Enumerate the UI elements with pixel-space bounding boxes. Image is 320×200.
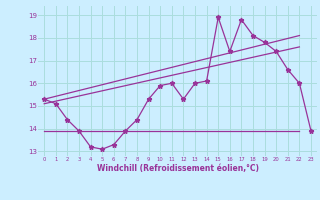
X-axis label: Windchill (Refroidissement éolien,°C): Windchill (Refroidissement éolien,°C) [97,164,259,173]
